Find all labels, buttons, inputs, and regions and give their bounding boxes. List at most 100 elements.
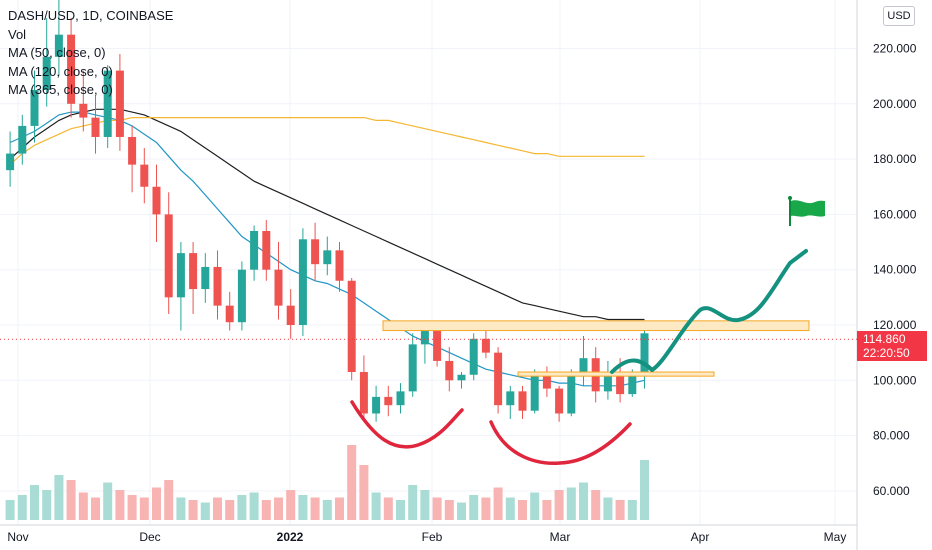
time-tick-label: Feb xyxy=(422,530,443,544)
candle-body xyxy=(323,250,332,265)
volume-bar xyxy=(164,480,174,520)
candle xyxy=(347,277,356,381)
volume-bar xyxy=(249,492,259,520)
candle xyxy=(42,18,51,107)
candle-body xyxy=(579,358,588,373)
candle-body xyxy=(469,338,478,375)
resistance-zone xyxy=(382,320,810,332)
volume-bar xyxy=(627,500,637,520)
volume-bar xyxy=(615,500,625,520)
candle xyxy=(298,228,307,337)
projection-path xyxy=(610,249,808,374)
candle-body xyxy=(54,34,63,57)
volume-bar xyxy=(493,487,503,520)
volume-bar xyxy=(17,495,27,520)
volume-bar xyxy=(518,500,527,520)
candle xyxy=(567,369,576,417)
volume-bar xyxy=(591,490,601,520)
volume-bar xyxy=(5,500,15,520)
candle xyxy=(128,125,137,193)
candle-body xyxy=(213,266,222,306)
legend-ma50[interactable]: MA (50, close, 0) xyxy=(8,45,106,60)
candle xyxy=(164,192,173,314)
candle xyxy=(250,225,259,281)
legend-symbol[interactable]: DASH/USD, 1D, COINBASE xyxy=(8,8,174,23)
volume-bar xyxy=(371,492,381,520)
candle-body xyxy=(335,250,344,281)
flag-knob xyxy=(788,196,792,200)
candle-body xyxy=(298,239,307,325)
candle-body xyxy=(164,214,173,298)
volume-bar xyxy=(176,497,186,520)
volume-bar xyxy=(200,502,210,520)
candle xyxy=(481,327,490,359)
volume-bar xyxy=(432,497,442,520)
price-tick-label: 140.000 xyxy=(873,263,917,277)
candle xyxy=(494,347,503,414)
candle xyxy=(457,372,466,389)
legend-volume[interactable]: Vol xyxy=(8,26,27,42)
candle-body xyxy=(103,70,112,137)
candle xyxy=(518,385,527,420)
candle-body xyxy=(274,269,283,306)
candle xyxy=(396,383,405,414)
candle xyxy=(176,242,185,331)
volume-bar xyxy=(444,500,454,520)
candle xyxy=(201,253,210,303)
price-tick-label: 160.000 xyxy=(873,207,917,221)
candle xyxy=(384,385,393,417)
candle xyxy=(433,325,442,367)
candle-body xyxy=(286,305,295,325)
volume-bar xyxy=(103,482,113,520)
candle xyxy=(79,70,88,132)
volume-bar xyxy=(505,497,515,520)
candle xyxy=(103,65,112,149)
candle-body xyxy=(628,374,637,395)
candle xyxy=(445,347,454,392)
candle xyxy=(640,325,649,389)
volume-bar xyxy=(420,490,430,520)
flag-cloth xyxy=(791,200,825,217)
candle xyxy=(115,54,124,151)
time-tick-label: Apr xyxy=(691,530,710,544)
candle xyxy=(91,95,100,154)
volume-bar xyxy=(322,500,332,520)
volume-bar xyxy=(298,495,308,520)
candle-body xyxy=(640,333,649,375)
candle xyxy=(372,385,381,422)
candle-body xyxy=(396,391,405,406)
volume-bar xyxy=(139,497,149,520)
candle xyxy=(152,164,161,243)
candle-body xyxy=(262,230,271,270)
currency-button[interactable]: USD xyxy=(883,6,915,26)
candle-body xyxy=(311,239,320,265)
candle-body xyxy=(189,253,198,290)
candle xyxy=(54,0,63,77)
legend-ma365[interactable]: MA (365, close, 0) xyxy=(8,82,113,97)
candle xyxy=(311,222,320,281)
candle xyxy=(506,385,515,420)
candle xyxy=(555,385,564,422)
volume-bar xyxy=(66,480,76,520)
time-tick-label: Mar xyxy=(550,530,571,544)
volume-bar xyxy=(237,495,247,520)
last-price-label: 114.860 22:20:50 xyxy=(857,331,927,361)
volume-bar xyxy=(383,497,393,520)
candle-body xyxy=(481,338,490,353)
candle xyxy=(67,18,76,118)
price-tick-label: 180.000 xyxy=(873,152,917,166)
candle xyxy=(286,289,295,339)
volume-bar xyxy=(225,500,235,520)
candle xyxy=(237,261,246,331)
candle-body xyxy=(237,269,246,323)
candle xyxy=(274,242,283,320)
candle-body xyxy=(433,330,442,361)
volume-bar xyxy=(566,487,576,520)
candle-body xyxy=(152,186,161,215)
ma50-line xyxy=(9,111,645,387)
legend-ma120[interactable]: MA (120, close, 0) xyxy=(8,63,113,79)
candle-body xyxy=(201,266,210,290)
volume-bar xyxy=(359,465,369,520)
candle-body xyxy=(542,374,551,389)
